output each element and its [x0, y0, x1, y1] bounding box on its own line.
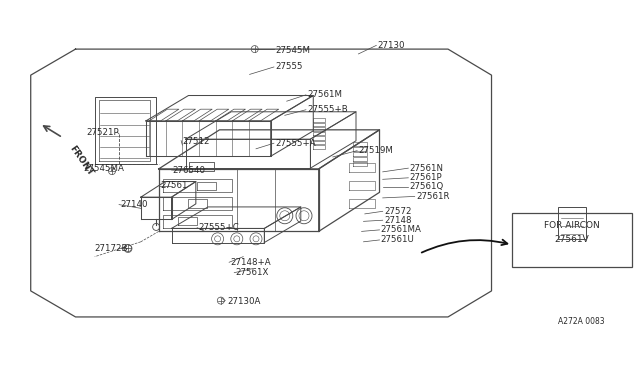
Text: 27512: 27512	[182, 137, 210, 146]
Text: 276540: 276540	[173, 166, 206, 174]
Text: 27130A: 27130A	[227, 297, 260, 306]
Text: 27561V: 27561V	[555, 235, 589, 244]
Text: 27555+B: 27555+B	[307, 105, 348, 114]
Text: 27561R: 27561R	[416, 192, 449, 201]
Text: 27521P: 27521P	[86, 128, 119, 137]
Text: FOR AIRCON: FOR AIRCON	[544, 221, 600, 230]
Text: 27172B: 27172B	[95, 244, 128, 253]
Text: 27148: 27148	[384, 216, 412, 225]
Text: 27140: 27140	[120, 200, 148, 209]
Text: 27561M: 27561M	[307, 90, 342, 99]
Bar	[558, 207, 586, 239]
Bar	[512, 213, 632, 267]
Text: 27561U: 27561U	[381, 235, 415, 244]
Text: 27519M: 27519M	[358, 146, 393, 155]
Text: 27561N: 27561N	[410, 164, 444, 173]
Text: FRONT: FRONT	[67, 144, 95, 178]
Text: 27130: 27130	[378, 41, 405, 50]
Text: 27561MA: 27561MA	[381, 225, 422, 234]
Text: 27545MA: 27545MA	[83, 164, 124, 173]
Text: 27561P: 27561P	[410, 173, 442, 182]
Text: 27561X: 27561X	[236, 268, 269, 277]
Text: 27572: 27572	[384, 207, 412, 216]
Text: 27148+A: 27148+A	[230, 258, 271, 267]
Text: 27561Q: 27561Q	[410, 182, 444, 191]
Text: A272A 0083: A272A 0083	[558, 317, 604, 326]
Text: 27545M: 27545M	[275, 46, 310, 55]
Text: 27555+A: 27555+A	[275, 139, 316, 148]
Text: 27555+C: 27555+C	[198, 223, 239, 232]
Text: 27561: 27561	[160, 182, 188, 190]
Text: 27555: 27555	[275, 62, 303, 71]
